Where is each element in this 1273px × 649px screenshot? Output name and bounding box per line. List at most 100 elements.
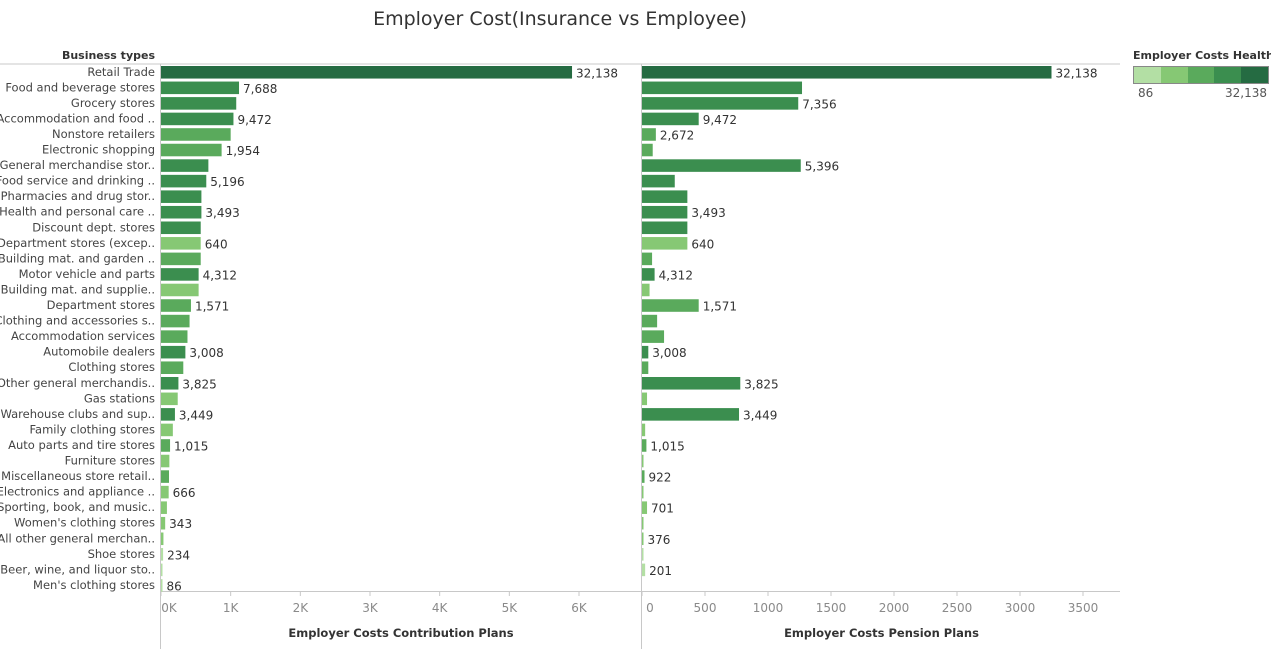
bar bbox=[642, 330, 665, 343]
category-label: Motor vehicle and parts bbox=[19, 267, 155, 281]
category-label: Miscellaneous store retail.. bbox=[1, 469, 155, 483]
data-label: 3,493 bbox=[691, 206, 725, 220]
category-label: Beer, wine, and liquor sto.. bbox=[0, 562, 155, 576]
bar bbox=[642, 532, 644, 546]
bar bbox=[642, 143, 653, 157]
data-label: 5,196 bbox=[210, 175, 244, 189]
bar bbox=[161, 66, 573, 79]
data-label: 201 bbox=[649, 564, 672, 578]
bar bbox=[161, 252, 201, 266]
data-label: 4,312 bbox=[659, 268, 693, 282]
category-label: Building mat. and garden .. bbox=[0, 251, 155, 265]
data-label: 922 bbox=[649, 471, 672, 485]
x-tick-label: 2K bbox=[293, 601, 310, 615]
data-label: 7,688 bbox=[243, 82, 277, 96]
bar bbox=[161, 423, 173, 437]
bar bbox=[161, 532, 164, 546]
bar bbox=[161, 268, 199, 281]
data-label: 4,312 bbox=[203, 268, 237, 282]
category-label: Department stores (excep.. bbox=[0, 236, 155, 250]
bar bbox=[642, 423, 646, 437]
category-label: Other general merchandis.. bbox=[0, 376, 155, 390]
legend-swatch bbox=[1160, 67, 1188, 83]
data-label: 2,672 bbox=[660, 128, 694, 142]
bar bbox=[161, 97, 237, 110]
color-legend[interactable]: Employer Costs Health .. 86 32,138 bbox=[1133, 49, 1271, 100]
x-tick-label: 6K bbox=[571, 601, 588, 615]
data-label: 7,356 bbox=[802, 97, 836, 111]
bar bbox=[642, 345, 649, 359]
bar bbox=[161, 454, 170, 468]
data-label: 1,015 bbox=[650, 439, 684, 453]
category-label: Furniture stores bbox=[65, 454, 155, 468]
bar bbox=[642, 548, 644, 561]
data-label: 1,571 bbox=[195, 300, 229, 314]
category-label: All other general merchan.. bbox=[0, 531, 155, 545]
category-label: Pharmacies and drug stor.. bbox=[1, 189, 155, 203]
bar bbox=[161, 221, 201, 235]
category-label: Accommodation and food .. bbox=[0, 111, 155, 125]
bar bbox=[161, 237, 201, 250]
bar bbox=[642, 501, 648, 514]
category-label: Clothing stores bbox=[68, 360, 155, 374]
bar bbox=[161, 174, 207, 188]
bar bbox=[161, 143, 222, 157]
category-label: Health and personal care .. bbox=[0, 205, 155, 219]
x-tick-label: 3000 bbox=[1005, 601, 1036, 615]
bar bbox=[161, 501, 167, 514]
x-tick-label: 1000 bbox=[753, 601, 784, 615]
bar bbox=[642, 66, 1052, 79]
data-label: 3,825 bbox=[744, 377, 778, 391]
bar bbox=[161, 159, 209, 172]
legend-swatch bbox=[1134, 67, 1161, 83]
category-label: Food service and drinking .. bbox=[0, 174, 155, 188]
x-tick-label: 2000 bbox=[879, 601, 910, 615]
bar bbox=[642, 159, 801, 172]
bar bbox=[161, 283, 199, 297]
data-label: 3,008 bbox=[189, 346, 223, 360]
x-tick-label: 0 bbox=[646, 601, 654, 615]
legend-swatch bbox=[1214, 67, 1242, 83]
category-label: Nonstore retailers bbox=[52, 127, 155, 141]
legend-swatch bbox=[1241, 67, 1268, 83]
bar bbox=[642, 392, 648, 406]
bar bbox=[161, 330, 188, 343]
data-label: 3,825 bbox=[182, 377, 216, 391]
bar bbox=[161, 470, 170, 483]
x-tick-label: 1500 bbox=[816, 601, 847, 615]
bar bbox=[161, 377, 179, 390]
category-label: Warehouse clubs and sup.. bbox=[0, 407, 155, 421]
x-tick-label: 0K bbox=[161, 601, 178, 615]
category-label: Grocery stores bbox=[71, 96, 155, 110]
legend-max-label: 32,138 bbox=[1225, 86, 1267, 100]
bar bbox=[642, 268, 655, 281]
bar bbox=[161, 112, 234, 126]
category-label: Automobile dealers bbox=[43, 345, 155, 359]
bar bbox=[642, 485, 644, 499]
category-label: Auto parts and tire stores bbox=[8, 438, 155, 452]
data-label: 234 bbox=[167, 548, 190, 562]
bar bbox=[642, 237, 688, 250]
x-tick-label: 5K bbox=[502, 601, 519, 615]
bar bbox=[161, 516, 166, 530]
category-label: Electronic shopping bbox=[42, 143, 155, 157]
bar bbox=[642, 470, 645, 483]
bar bbox=[642, 454, 644, 468]
x-axis-title: Employer Costs Contribution Plans bbox=[288, 626, 513, 640]
data-label: 86 bbox=[167, 579, 182, 593]
data-label: 1,015 bbox=[174, 439, 208, 453]
legend-swatch bbox=[1187, 67, 1215, 83]
bar bbox=[161, 408, 175, 421]
data-label: 343 bbox=[169, 517, 192, 531]
bar bbox=[161, 299, 191, 312]
bar bbox=[161, 81, 240, 95]
x-axis-title: Employer Costs Pension Plans bbox=[784, 626, 979, 640]
data-label: 32,138 bbox=[1056, 66, 1098, 80]
bar bbox=[161, 361, 184, 374]
row-header: Business types bbox=[62, 49, 156, 62]
data-label: 640 bbox=[205, 237, 228, 251]
category-label: General merchandise stor.. bbox=[0, 158, 155, 172]
data-label: 1,954 bbox=[226, 144, 260, 158]
data-label: 376 bbox=[648, 533, 671, 547]
